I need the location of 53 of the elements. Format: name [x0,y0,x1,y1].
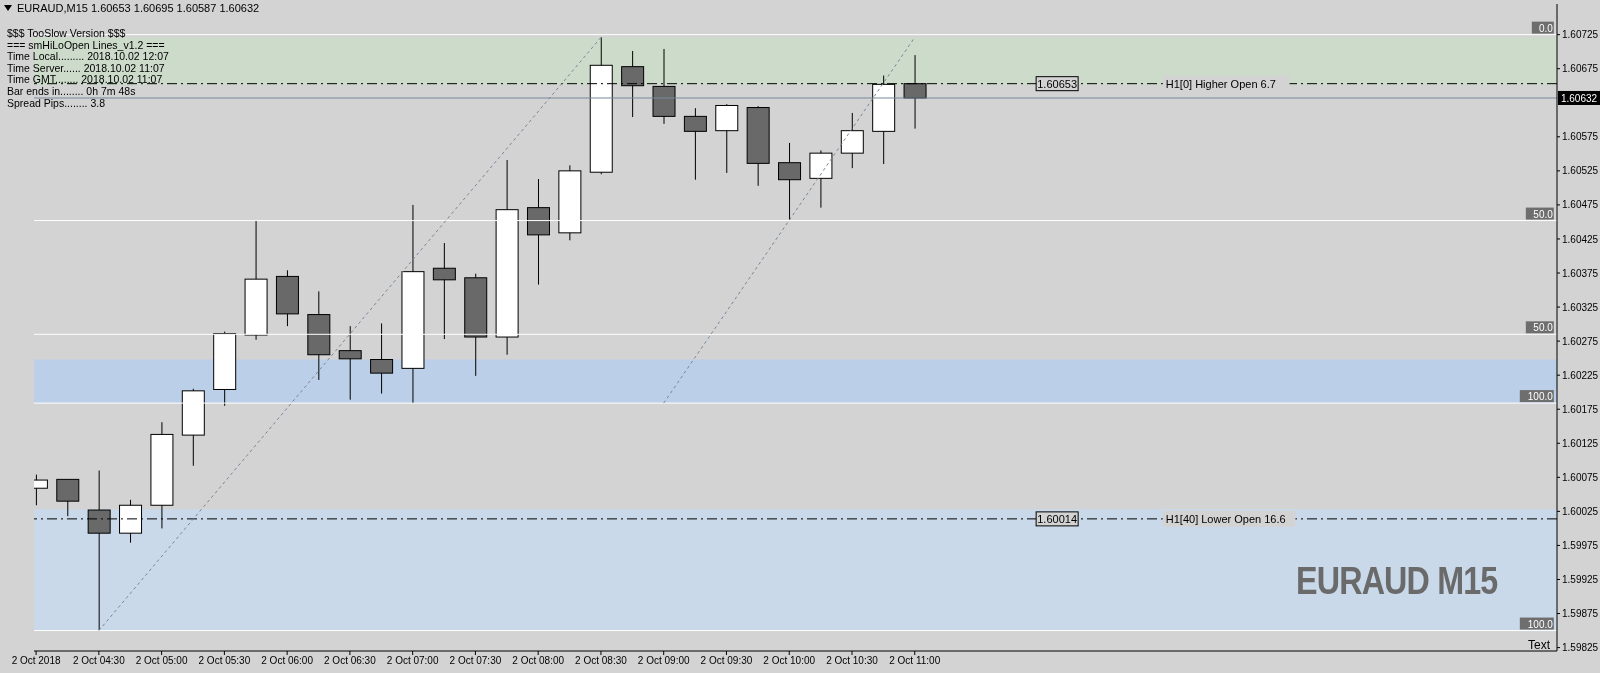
x-tick-label: 2 Oct 09:00 [637,655,690,667]
annotation: H1[40] Lower Open 16.6 [1165,512,1286,525]
y-tick-label: 1.60525 [1562,165,1599,177]
x-tick-label: 2 Oct 11:00 [889,655,941,667]
annotation: Time Local......... 2018.10.02 12:07 [7,50,169,63]
ref-line-label: 1.60653 [1037,77,1078,90]
x-tick-label: 2 Oct 08:30 [575,655,628,667]
text: EURAUD M15 [1296,560,1498,603]
y-tick-label: 1.60675 [1562,63,1599,75]
y-tick-label: 1.60075 [1562,471,1599,483]
annotation: 50.0 [1533,208,1554,220]
x-tick-label: 2 Oct 05:30 [198,655,251,667]
annotation: Time GMT........ 2018.10.02 11:07 [7,73,164,86]
y-tick-label: 1.60575 [1562,131,1599,143]
annotation: Time Server...... 2018.10.02 11:07 [7,61,166,75]
y-tick-label: 1.60225 [1562,369,1599,381]
y-tick-label: 1.59925 [1562,574,1599,586]
x-tick-label: 2 Oct 2018 [11,655,61,667]
x-tick-label: 2 Oct 06:30 [324,655,377,667]
annotation: Bar ends in........ 0h 7m 48s [7,84,137,98]
y-tick-label: 1.59825 [1562,642,1599,654]
y-tick-label: 1.60325 [1562,301,1599,313]
annotation: Text [1528,638,1551,652]
x-tick-label: 2 Oct 10:30 [826,655,879,667]
annotation: 100.0 [1527,391,1554,403]
annotation: === smHiLoOpen Lines_v1.2 === [7,38,166,52]
y-tick-label: 1.60125 [1562,437,1599,449]
y-tick-label: 1.59875 [1562,608,1599,620]
y-tick-label: 1.60725 [1562,29,1599,41]
annotation: 100.0 [1527,618,1554,630]
y-tick-label: 1.60175 [1562,403,1599,415]
annotation: 0.0 [1538,22,1554,34]
annotation: $$$ TooSlow Version $$$ [7,27,127,40]
x-tick-label: 2 Oct 06:00 [261,655,314,667]
x-tick-label: 2 Oct 07:00 [386,655,439,667]
y-tick-label: 1.60425 [1562,233,1599,245]
x-tick-label: 2 Oct 05:00 [135,655,188,667]
x-tick-label: 2 Oct 08:00 [512,655,565,667]
annotation: H1[0] Higher Open 6.7 [1165,77,1276,90]
x-tick-label: 2 Oct 07:30 [449,655,502,667]
ref-line-label: 1.60014 [1037,512,1078,525]
y-tick-label: 1.60375 [1562,267,1599,279]
y-tick-label: 1.59975 [1562,539,1599,551]
y-tick-label: 1.60275 [1562,335,1599,347]
ref-line-label: 1.60632 [1560,92,1598,104]
x-tick-label: 2 Oct 10:00 [763,655,816,667]
x-tick-label: 2 Oct 04:30 [73,655,126,667]
y-tick-label: 1.60025 [1562,505,1599,517]
x-tick-label: 2 Oct 09:30 [700,655,753,667]
annotation: Spread Pips........ 3.8 [7,96,107,110]
y-tick-label: 1.60475 [1562,199,1599,211]
chart-title: EURAUD,M15 1.60653 1.60695 1.60587 1.60632 [17,2,260,14]
annotation: 50.0 [1533,322,1554,334]
